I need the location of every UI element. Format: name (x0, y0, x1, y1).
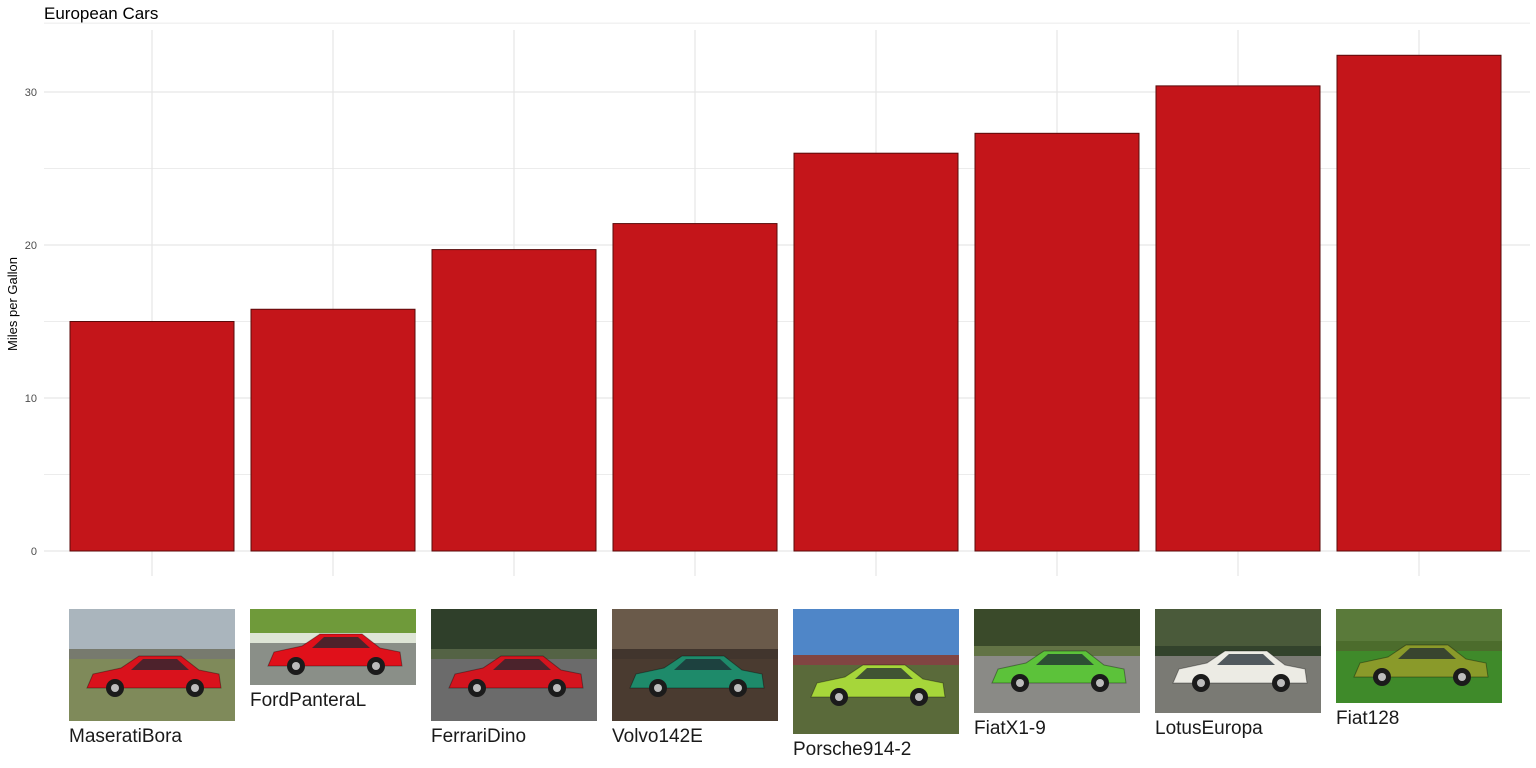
car-photo-FordPanteraL (250, 609, 416, 685)
bar-FordPanteraL (250, 308, 416, 552)
x-tick-label: Fiat128 (1336, 708, 1400, 729)
y-tick-label: 10 (25, 393, 37, 405)
car-photo-LotusEuropa (1155, 609, 1321, 713)
y-tick-label: 20 (25, 240, 37, 252)
y-tick-label: 0 (31, 546, 37, 558)
car-photo-Volvo142E (612, 609, 778, 721)
x-tick-label: FiatX1-9 (974, 718, 1046, 739)
bar-LotusEuropa (1155, 85, 1321, 552)
bar-FiatX1-9 (974, 132, 1140, 552)
bars-layer (69, 54, 1502, 552)
x-tick-label: MaseratiBora (69, 726, 182, 747)
x-tick-label: FordPanteraL (250, 690, 367, 711)
car-photo-MaseratiBora (69, 609, 235, 721)
y-axis-label: Miles per Gallon (5, 257, 20, 351)
y-tick-label: 30 (25, 87, 37, 99)
bar-MaseratiBora (69, 321, 235, 552)
x-tick-label: FerrariDino (431, 726, 527, 747)
bar-Porsche914-2 (793, 152, 959, 552)
car-photo-FerrariDino (431, 609, 597, 721)
bar-Fiat128 (1336, 54, 1502, 552)
x-tick-label: Volvo142E (612, 726, 703, 747)
bar-Volvo142E (612, 223, 778, 552)
car-photo-Fiat128 (1336, 609, 1502, 703)
car-photo-Porsche914-2 (793, 609, 959, 734)
x-tick-label: Porsche914-2 (793, 739, 912, 760)
y-tick-labels: 0 10 20 30 (25, 87, 37, 558)
bar-FerrariDino (431, 249, 597, 552)
chart-title: European Cars (44, 4, 159, 23)
car-photo-FiatX1-9 (974, 609, 1140, 713)
x-tick-label: LotusEuropa (1155, 718, 1263, 739)
